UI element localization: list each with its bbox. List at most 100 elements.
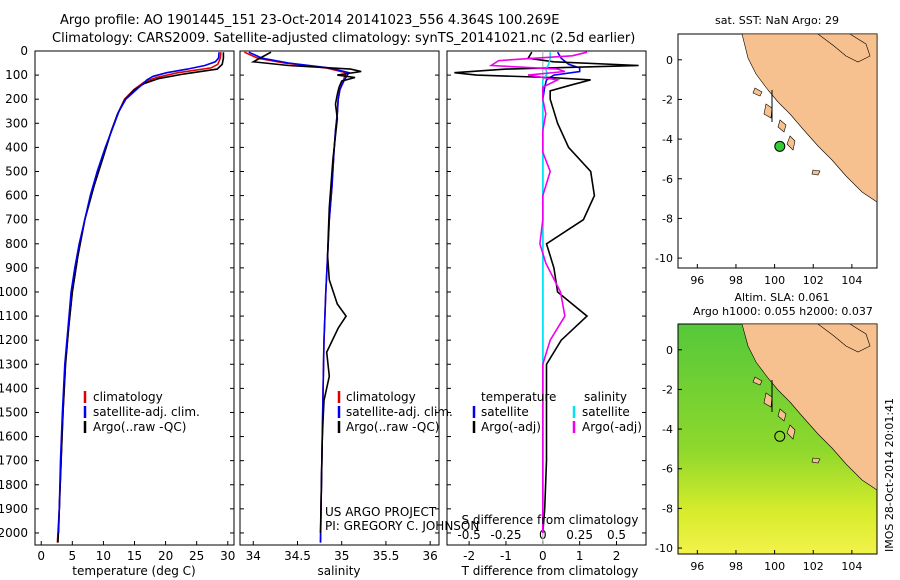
map-x-tick-label: 104	[841, 560, 862, 573]
enggano-island	[811, 457, 821, 464]
depth-tick-label: 1500	[0, 405, 28, 419]
map-y-tick-label: 0	[666, 344, 673, 357]
map2-float-marker	[774, 430, 786, 442]
map-y-tick-label: 0	[666, 54, 673, 67]
map-x-tick-label: 98	[729, 274, 743, 287]
depth-tick-label: 300	[5, 116, 28, 130]
x-tick-label: 34.5	[284, 549, 311, 563]
timestamp: IMOS 28-Oct-2014 20:01:41	[883, 398, 896, 552]
depth-tick-label: 1800	[0, 478, 28, 492]
depth-tick-label: 2000	[0, 526, 28, 540]
depth-tick-label: 1200	[0, 333, 28, 347]
legend-label-t-argo: Argo(-adj)	[481, 420, 541, 434]
x-tick-label: 34	[246, 549, 261, 563]
depth-tick-label: 1000	[0, 285, 28, 299]
s-tick-label: -0.25	[490, 528, 521, 542]
map-x-tick-label: 96	[690, 274, 704, 287]
difference-plot-frame	[446, 50, 647, 546]
sumatra-landmass	[741, 324, 877, 491]
x-tick-label: 35	[334, 549, 349, 563]
legend-label-argo: Argo(..raw -QC)	[93, 420, 186, 434]
salinity-plot-frame	[239, 50, 440, 546]
temperature-x-axis: 0 5 10 15 20 25 30	[37, 541, 235, 563]
map2-title-line-1: Altim. SLA: 0.061	[734, 291, 829, 304]
depth-tick-label: 1700	[0, 454, 28, 468]
salinity-legend: climatology satellite-adj. clim. Argo(..…	[337, 390, 453, 434]
depth-tick-label: 0	[20, 44, 28, 58]
depth-tick-label: 900	[5, 261, 28, 275]
simeulue-island	[752, 87, 763, 97]
nias-island	[763, 103, 773, 119]
enggano-island	[811, 169, 821, 176]
s-tick-label: 0.25	[566, 528, 593, 542]
depth-tick-label: 1100	[0, 309, 28, 323]
map-y-tick-label: -8	[662, 502, 673, 515]
malay-peninsula	[817, 324, 871, 353]
series-line-climatology	[244, 51, 348, 543]
x-tick-label: 36	[423, 549, 438, 563]
depth-tick-label: 700	[5, 213, 28, 227]
depth-tick-label: 1900	[0, 502, 28, 516]
x-tick-label: 25	[189, 549, 204, 563]
series-line-satellite-adj-clim	[57, 52, 225, 543]
legend-label-s-satellite: satellite	[582, 405, 630, 419]
x-tick-label: 0	[539, 549, 547, 563]
temperature-plot-frame	[34, 50, 235, 546]
depth-tick-label: 600	[5, 189, 28, 203]
siberut-island	[777, 119, 787, 133]
map-y-tick-label: -4	[662, 133, 673, 146]
x-tick-label: 10	[96, 549, 111, 563]
nias-island	[763, 392, 773, 408]
sumatra-landmass	[741, 34, 877, 203]
series-line-argo-raw-qc	[57, 52, 220, 534]
x-tick-label: 2	[613, 549, 621, 563]
map-y-tick-label: -10	[655, 542, 673, 555]
legend-header-salinity: salinity	[584, 390, 627, 404]
series-line-t-argo-adj	[454, 51, 639, 534]
depth-tick-label: 1600	[0, 430, 28, 444]
x-tick-label: 20	[158, 549, 173, 563]
salinity-series	[244, 51, 362, 543]
legend-label-s-argo: Argo(-adj)	[582, 420, 642, 434]
s-tick-label: 0.5	[607, 528, 626, 542]
map1-float-marker	[774, 140, 786, 152]
temperature-series	[56, 52, 225, 543]
salinity-x-axis: 34 34.5 35 35.5 36	[246, 541, 438, 563]
x-tick-label: 35.5	[373, 549, 400, 563]
x-tick-label: 0	[37, 549, 45, 563]
x-tick-label: 30	[220, 549, 235, 563]
x-tick-label: 15	[127, 549, 142, 563]
title-line-1: Argo profile: AO 1901445_151 23-Oct-2014…	[60, 13, 559, 28]
salinity-xlabel: salinity	[317, 564, 360, 578]
project-pi: PI: GREGORY C. JOHNSON	[325, 519, 479, 533]
x-tick-label: 1	[576, 549, 584, 563]
depth-tick-label: 800	[5, 237, 28, 251]
map-y-tick-label: -10	[655, 252, 673, 265]
legend-label-argo: Argo(..raw -QC)	[346, 420, 439, 434]
map2-title-line-2: Argo h1000: 0.055 h2000: 0.037	[693, 305, 873, 318]
siberut-island	[777, 408, 787, 422]
pagai-islands	[786, 424, 796, 440]
depth-axis: 0 100 200 300 400 500 600 700 800 900 1000 1100 1200…	[0, 44, 646, 540]
title-line-2: Climatology: CARS2009. Satellite-adjuste…	[52, 31, 635, 46]
depth-tick-label: 400	[5, 140, 28, 154]
series-line-satellite-adj-clim	[248, 51, 351, 543]
x-tick-label: -2	[463, 549, 475, 563]
malay-peninsula	[817, 34, 871, 63]
map-y-tick-label: -6	[662, 463, 673, 476]
depth-tick-label: 100	[5, 68, 28, 82]
legend-label-t-satellite: satellite	[481, 405, 529, 419]
depth-tick-label: 1300	[0, 357, 28, 371]
map-x-tick-label: 104	[841, 274, 862, 287]
map-x-tick-label: 100	[764, 274, 785, 287]
difference-legend: temperature salinity satellite Argo(-adj…	[472, 390, 642, 434]
map-x-tick-label: 98	[729, 560, 743, 573]
depth-tick-label: 1400	[0, 381, 28, 395]
map1-axes: 96 98 100 102 104 0 -2 -4 -6 -8 -10	[655, 54, 862, 287]
t-difference-xlabel: T difference from climatology	[461, 564, 639, 578]
pagai-islands	[786, 135, 796, 151]
difference-series	[454, 51, 639, 534]
map-y-tick-label: -6	[662, 173, 673, 186]
legend-label-satellite: satellite-adj. clim.	[93, 405, 200, 419]
